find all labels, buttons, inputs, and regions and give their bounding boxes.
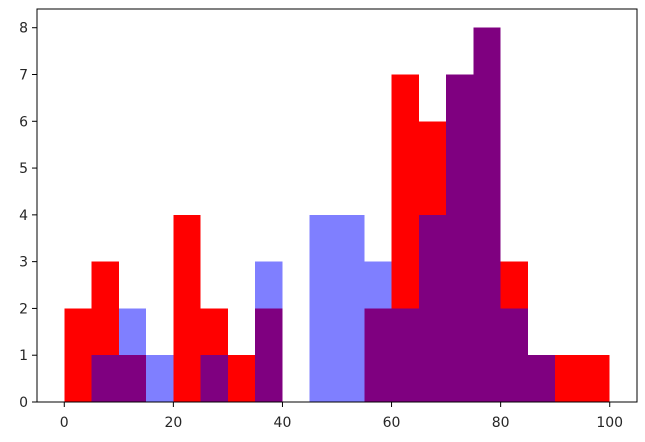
histogram-bar-series-2-bin-9 xyxy=(309,214,337,402)
histogram-bar-series-2-bin-3 xyxy=(146,355,174,402)
x-axis: 0 20 40 60 80 100 xyxy=(60,402,623,431)
y-tick-label: 6 xyxy=(19,114,28,130)
histogram-bar-series-1-bin-19 xyxy=(582,355,610,402)
histogram-bar-series-2-bin-15 xyxy=(473,27,501,402)
histogram-bar-series-2-bin-5 xyxy=(200,355,228,402)
y-tick-label: 4 xyxy=(19,208,28,224)
histogram-bar-series-2-bin-2 xyxy=(118,308,147,402)
x-tick-label: 100 xyxy=(596,415,623,431)
x-tick-label: 60 xyxy=(383,415,401,431)
histogram-bar-series-1-bin-18 xyxy=(555,355,583,402)
x-tick-label: 80 xyxy=(492,415,510,431)
histogram-bar-series-2-bin-1 xyxy=(91,355,119,402)
histogram-bar-series-2-bin-13 xyxy=(418,214,447,402)
histogram-bar-series-2-bin-11 xyxy=(364,261,392,402)
histogram-bar-series-2-bin-7 xyxy=(255,261,283,402)
x-tick-label: 20 xyxy=(164,415,182,431)
histogram-bar-series-1-bin-4 xyxy=(173,214,201,402)
y-tick-label: 5 xyxy=(19,161,28,177)
y-tick-label: 8 xyxy=(19,21,28,37)
y-tick-label: 1 xyxy=(19,348,28,364)
y-tick-label: 7 xyxy=(19,68,28,84)
histogram-bar-series-2-bin-14 xyxy=(446,74,474,402)
x-tick-label: 0 xyxy=(60,415,69,431)
y-axis: 0 1 2 3 4 5 6 7 8 xyxy=(19,21,37,411)
y-tick-label: 0 xyxy=(19,395,28,411)
histogram-bar-series-2-bin-17 xyxy=(527,355,556,402)
histogram-bar-series-2-bin-10 xyxy=(337,214,365,402)
y-tick-label: 3 xyxy=(19,255,28,271)
x-tick-label: 40 xyxy=(274,415,292,431)
bars-layer xyxy=(64,27,610,403)
histogram-bar-series-2-bin-12 xyxy=(391,308,419,402)
y-tick-label: 2 xyxy=(19,301,28,317)
histogram-bar-series-1-bin-6 xyxy=(227,355,256,402)
histogram-bar-series-2-bin-16 xyxy=(500,308,528,402)
axes-frame xyxy=(36,8,638,403)
histogram-bar-series-1-bin-0 xyxy=(64,308,92,402)
